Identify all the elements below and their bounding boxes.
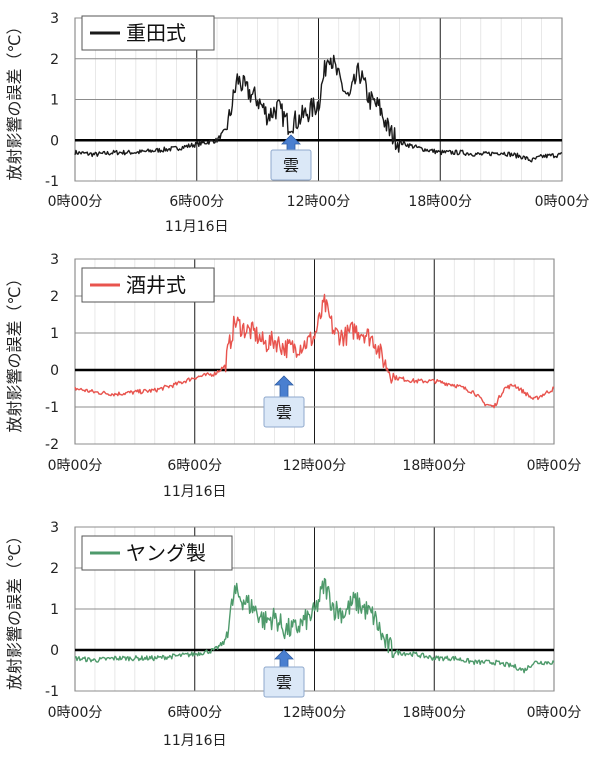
x-tick-label: 6時00分 [169,194,224,210]
y-tick-label: 3 [50,252,59,268]
x-tick-label: 0時00分 [535,194,590,210]
date-label: 11月16日 [163,733,227,749]
y-axis-label: 放射影響の誤差（℃） [5,19,24,181]
y-tick-label: 0 [50,363,59,379]
y-tick-label: 1 [50,602,59,618]
cloud-label: 雲 [276,673,292,692]
x-tick-label: 6時00分 [167,458,222,474]
x-tick-label: 18時00分 [402,458,466,474]
cloud-box [263,666,305,698]
chart-panel-2: -2 -1 0 1 2 3 放射影響の誤差（℃） 0時00分 6時00分 12時00分 18時00分… [5,252,581,500]
date-label: 11月16日 [163,484,227,500]
x-tick-label: 0時00分 [48,194,103,210]
y-tick-label: 2 [50,289,59,305]
chart-panel-3: -1 0 1 2 3 放射影響の誤差（℃） 0時00分 6時00分 12時00分 18時00分 0時… [5,520,581,749]
legend-label: 重田式 [126,21,186,45]
cloud-label: 雲 [276,403,292,422]
x-tick-label: 12時00分 [283,705,347,721]
legend-label: ヤング製 [126,541,206,565]
x-tick-label: 0時00分 [48,705,103,721]
x-tick-label: 18時00分 [402,705,466,721]
x-tick-label: 0時00分 [527,705,582,721]
x-tick-label: 18時00分 [408,194,472,210]
series-line [74,54,563,163]
y-tick-label: -2 [45,437,59,453]
y-tick-label: -1 [45,174,59,190]
y-tick-label: -1 [45,400,59,416]
date-label: 11月16日 [165,219,229,235]
x-tick-label: 0時00分 [48,458,103,474]
y-tick-label: 2 [50,52,59,68]
x-tick-label: 0時00分 [527,458,582,474]
x-tick-label: 12時00分 [283,458,347,474]
legend-label: 酒井式 [126,273,186,297]
cloud-label: 雲 [283,156,299,175]
series-line [74,577,555,674]
y-tick-label: 3 [50,11,59,27]
y-tick-label: 1 [50,93,59,109]
y-tick-label: 1 [50,326,59,342]
series-line [74,293,555,409]
y-tick-label: 3 [50,520,59,536]
y-tick-label: 0 [50,133,59,149]
chart-panel-1: -1 0 1 2 3 放射影響の誤差（℃） 0時00分 6時00分 12時00分 18時00分 0時… [5,11,589,235]
y-tick-label: 2 [50,561,59,577]
x-tick-label: 12時00分 [287,194,351,210]
cloud-box [263,396,305,428]
cloud-box [270,149,312,181]
x-tick-label: 6時00分 [167,705,222,721]
y-tick-label: 0 [50,643,59,659]
y-axis-label: 放射影響の誤差（℃） [5,271,24,433]
y-tick-label: -1 [45,684,59,700]
y-axis-label: 放射影響の誤差（℃） [5,528,24,690]
